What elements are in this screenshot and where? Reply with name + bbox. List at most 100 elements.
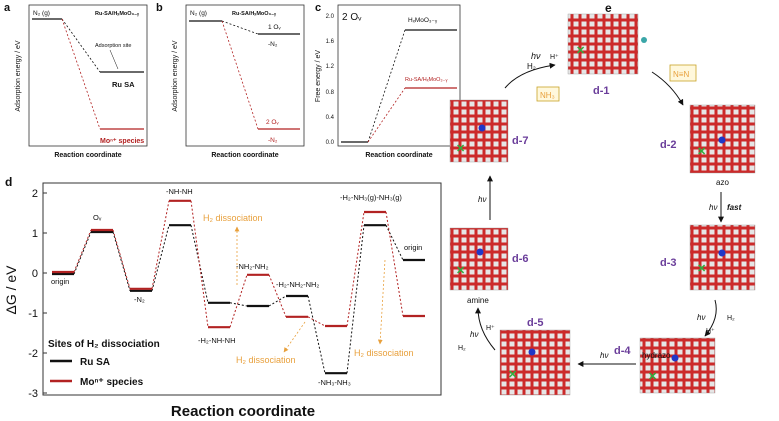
state-label-ov: Oᵥ	[93, 213, 102, 222]
panel-e: e ✕ d-1 ✕ d-2 azo ✕ d-3 ✕ d-4 hydrazo	[449, 1, 756, 396]
state-label-nh-nh: -NH-NH	[166, 187, 193, 196]
reagent-box-nh3	[536, 86, 560, 102]
state-label-h2-nh2-nh2: -H₂-NH₂-NH₂	[276, 280, 319, 289]
lattice-d-3	[689, 224, 756, 291]
arrow-d7-to-d1	[504, 62, 556, 89]
panel-a-xlabel: Reaction coordinate	[54, 152, 121, 159]
ru-site-icon: ✕	[576, 45, 585, 57]
panel-a-label: a	[4, 2, 11, 14]
panel-a-annotation-line	[109, 49, 119, 70]
h2-dissociation-annotation: H₂ dissociation	[203, 213, 263, 223]
state-label-nh3-nh3: -NH₃-NH₃	[318, 378, 351, 387]
reagent-hplus-top: H⁺	[550, 54, 559, 61]
light-hv-d4-d5: hν	[600, 351, 608, 360]
panel-b-black-connector	[221, 20, 259, 35]
reagent-h2-d3-d4: H₂	[727, 315, 735, 322]
panel-a-annotation: Adsorption site	[95, 43, 131, 49]
n2-molecule-icon	[718, 136, 726, 144]
panel-b-red-bottom-label: -N₂	[268, 137, 278, 144]
structure-d-5: ✕ d-5	[499, 317, 571, 396]
energy-connector-mo-species	[268, 274, 287, 317]
structure-d-6: ✕ d-6 amine	[449, 227, 529, 305]
structure-d-1: ✕ d-1	[567, 13, 647, 97]
nh3-molecule-icon	[478, 124, 486, 132]
panel-a-legend: Ru-SA/HₓMoO₃₋ᵧ	[95, 11, 140, 17]
panel-c-ylabel: Free energy / eV	[315, 50, 322, 102]
energy-connector-ru-sa	[268, 295, 287, 307]
panel-d-plot-frame	[42, 182, 442, 396]
panel-a-red-connector	[61, 18, 101, 130]
panel-c: c Free energy / eV Reaction coordinate 2…	[315, 2, 461, 159]
ru-site-icon: ✕	[456, 265, 465, 277]
panel-c-label: c	[315, 2, 321, 14]
panel-b-red-connector	[221, 20, 259, 130]
energy-connector-mo-species	[307, 316, 326, 327]
nh3-molecule-icon	[476, 248, 484, 256]
panel-c-ytick: 2.0	[326, 14, 335, 20]
light-hv-d6-d7: hν	[478, 195, 486, 204]
lattice-d-7	[449, 99, 509, 163]
reagent-hplus-d3-d4: H⁺	[706, 328, 715, 335]
y-tick-label: -3	[28, 388, 38, 400]
energy-connector-mo-species	[229, 274, 248, 328]
h2-dissociation-annotation: H₂ dissociation	[236, 355, 296, 365]
state-label-origin-end: origin	[404, 243, 422, 252]
energy-connector-ru-sa	[112, 231, 131, 291]
h2-dissociation-annotation: H₂ dissociation	[354, 348, 414, 358]
n2-molecule-icon	[718, 249, 726, 257]
panel-a: a Adsorption energy / eV Reaction coordi…	[4, 2, 148, 159]
structure-d-2: ✕ d-2 azo	[660, 104, 756, 187]
energy-connector-mo-species	[385, 211, 404, 317]
panel-c-ytick: 1.6	[326, 39, 335, 45]
panel-a-frame	[28, 4, 148, 147]
light-hv-d5-d6: hν	[470, 330, 478, 339]
state-label-d-4: d-4	[614, 345, 631, 357]
energy-connector-mo-species	[112, 229, 131, 289]
h-atom-icon	[641, 37, 647, 43]
panel-b-state-label: N₂ (g)	[190, 10, 207, 17]
panel-a-red-series-label: Moⁿ⁺ species	[100, 138, 144, 145]
arrow-d1-to-d2	[651, 71, 684, 106]
energy-connector-ru-sa	[190, 225, 209, 303]
panel-c-ytick: 0.4	[326, 115, 335, 121]
energy-connector-mo-species	[190, 200, 209, 328]
light-hv-d3-d4: hν	[697, 313, 705, 322]
panel-c-red-label: Ru-SA/HₓMoO₃₋ᵧ	[405, 77, 448, 83]
panel-e-label: e	[605, 1, 612, 15]
reagent-h2-d5-d6: H₂	[458, 345, 466, 352]
y-tick-label: 2	[32, 188, 38, 200]
panel-b-label: b	[156, 2, 163, 14]
panel-a-ylabel: Adsorption energy / eV	[15, 40, 22, 112]
energy-connector-mo-species	[73, 229, 92, 273]
energy-connector-mo-species	[151, 200, 170, 289]
panel-a-black-series-label: Ru SA	[112, 80, 135, 89]
panel-c-black-connector	[367, 29, 406, 143]
state-label-d-5: d-5	[527, 317, 544, 329]
panel-b-red-top-label: 2 Oᵥ	[266, 119, 279, 126]
lattice-d-6	[449, 227, 509, 291]
y-tick-label: 1	[32, 228, 38, 240]
legend-label-mo-species: Moⁿ⁺ species	[80, 377, 144, 388]
state-label-n2: -N₂	[134, 295, 145, 304]
reagent-h2-top: H₂	[527, 62, 536, 71]
light-hv-top: hν	[531, 51, 541, 61]
arrow-d5-to-d6	[475, 307, 496, 351]
h2-dissociation-arrow	[283, 321, 306, 353]
energy-connector-ru-sa	[385, 224, 404, 261]
panel-c-ytick: 1.2	[326, 64, 335, 70]
panel-a-black-connector	[61, 18, 101, 73]
panel-d-xlabel: Reaction coordinate	[171, 403, 315, 420]
energy-connector-mo-species	[346, 211, 365, 327]
panel-c-yticks: 2.0 1.6 1.2 0.8 0.4 0.0	[326, 14, 335, 146]
ru-site-icon: ✕	[648, 371, 657, 383]
structure-d-3: ✕ d-3	[660, 224, 756, 291]
state-label-h2-nh3g-nh3g: -H₂-NH₃(g)-NH₃(g)	[340, 193, 402, 202]
panel-c-title: 2 Oᵥ	[342, 12, 362, 23]
caption-azo: azo	[716, 178, 729, 187]
panel-d: d ΔG / eV Reaction coordinate 210-1-2-3 …	[3, 175, 442, 420]
reagent-nh3: NH₃	[540, 91, 555, 100]
panel-c-red-connector	[367, 87, 406, 143]
panel-b-xlabel: Reaction coordinate	[211, 152, 278, 159]
panel-c-ytick: 0.8	[326, 90, 335, 96]
